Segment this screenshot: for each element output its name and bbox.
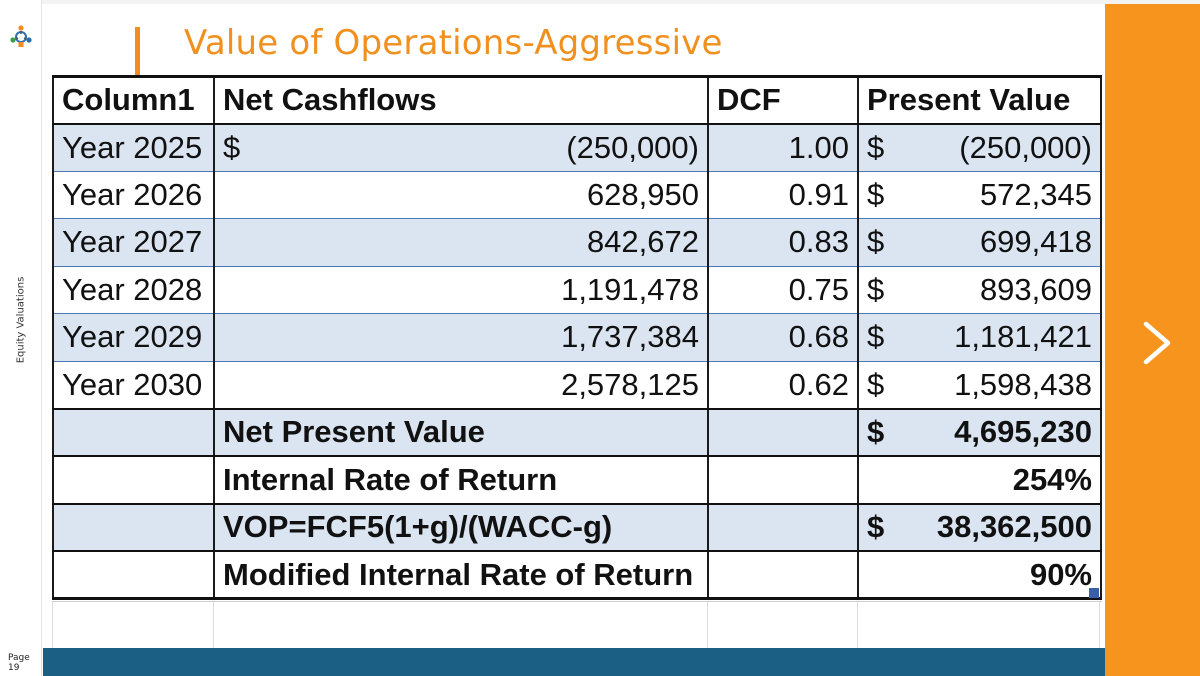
present-value-value: 1,181,421 [954, 319, 1092, 355]
table-row: Year 2025 $ (250,000) 1.00 $ (250,000) [52, 123, 1102, 172]
empty-cell [52, 551, 215, 600]
header-dcf: DCF [707, 75, 859, 125]
empty-cell [707, 503, 859, 552]
year-label: Year 2026 [52, 171, 215, 219]
present-value-cell: $1,598,438 [857, 361, 1102, 410]
year-label: Year 2027 [52, 218, 215, 267]
vertical-section-label: Equity Valuations [15, 276, 27, 364]
dcf-value: 0.91 [707, 171, 859, 219]
dcf-value: 0.68 [707, 313, 859, 362]
summary-value: 254% [1012, 461, 1092, 497]
right-nav-panel [1105, 4, 1200, 676]
empty-cell [707, 408, 859, 457]
currency-symbol: $ [867, 414, 885, 450]
net-cashflow-cell: 628,950 [213, 171, 709, 219]
net-cashflow-cell: 2,578,125 [213, 361, 709, 410]
currency-symbol: $ [867, 319, 885, 355]
net-cashflow-value: 842,672 [586, 224, 699, 260]
net-cashflow-value: 628,950 [586, 176, 699, 212]
year-label: Year 2029 [52, 313, 215, 362]
table-resize-handle[interactable] [1089, 588, 1099, 598]
dcf-value: 0.62 [707, 361, 859, 410]
net-cashflow-value: 2,578,125 [561, 366, 699, 402]
currency-symbol: $ [867, 129, 885, 165]
empty-cell [707, 456, 859, 505]
net-cashflow-cell: 842,672 [213, 218, 709, 267]
dcf-value: 0.75 [707, 266, 859, 314]
page-number: Page 19 [8, 653, 30, 673]
present-value-cell: $572,345 [857, 171, 1102, 219]
present-value-cell: 254% [857, 456, 1102, 505]
currency-symbol: $ [867, 271, 885, 307]
grid-line [707, 602, 708, 649]
logo-icon [10, 25, 32, 47]
bottom-footer-bar [43, 648, 1105, 676]
summary-row: VOP=FCF5(1+g)/(WACC-g) $38,362,500 [52, 503, 1102, 552]
present-value-cell: 90% [857, 551, 1102, 600]
currency-symbol: $ [867, 224, 885, 260]
empty-cell [52, 503, 215, 552]
table-header-row: Column1 Net Cashflows DCF Present Value [52, 75, 1102, 125]
net-cashflow-cell: 1,191,478 [213, 266, 709, 314]
present-value-value: 1,598,438 [954, 366, 1092, 402]
present-value-cell: $38,362,500 [857, 503, 1102, 552]
net-cashflow-cell: $ (250,000) [213, 123, 709, 172]
table-row: Year 2026 628,950 0.91 $572,345 [52, 171, 1102, 219]
net-cashflow-value: 1,191,478 [561, 271, 699, 307]
valuation-table: Column1 Net Cashflows DCF Present Value … [52, 75, 1102, 600]
table-row: Year 2027 842,672 0.83 $699,418 [52, 218, 1102, 267]
summary-label: Net Present Value [213, 408, 709, 457]
empty-cell [52, 408, 215, 457]
present-value-cell: $699,418 [857, 218, 1102, 267]
year-label: Year 2030 [52, 361, 215, 410]
grid-line [857, 602, 858, 649]
title-accent-bar [135, 27, 140, 75]
summary-row: Net Present Value $4,695,230 [52, 408, 1102, 457]
dcf-value: 1.00 [707, 123, 859, 172]
present-value-value: 893,609 [979, 271, 1092, 307]
table-row: Year 2030 2,578,125 0.62 $1,598,438 [52, 361, 1102, 410]
header-present-value: Present Value [857, 75, 1102, 125]
net-cashflow-cell: 1,737,384 [213, 313, 709, 362]
summary-value: 38,362,500 [936, 509, 1092, 545]
header-column1: Column1 [52, 75, 215, 125]
table-row: Year 2029 1,737,384 0.68 $1,181,421 [52, 313, 1102, 362]
present-value-cell: $893,609 [857, 266, 1102, 314]
present-value-value: 699,418 [979, 224, 1092, 260]
present-value-value: (250,000) [959, 129, 1092, 165]
summary-value: 90% [1029, 556, 1092, 592]
dcf-value: 0.83 [707, 218, 859, 267]
currency-symbol: $ [867, 509, 885, 545]
currency-symbol: $ [867, 366, 885, 402]
present-value-value: 572,345 [979, 176, 1092, 212]
grid-line [52, 602, 53, 649]
empty-grid-row [52, 601, 1102, 649]
chevron-right-icon[interactable] [1138, 318, 1178, 368]
year-label: Year 2025 [52, 123, 215, 172]
table-row: Year 2028 1,191,478 0.75 $893,609 [52, 266, 1102, 314]
slide-title: Value of Operations-Aggressive [184, 23, 723, 63]
summary-label: Internal Rate of Return [213, 456, 709, 505]
net-cashflow-value: 1,737,384 [561, 319, 699, 355]
currency-symbol: $ [223, 129, 241, 165]
header-net-cashflows: Net Cashflows [213, 75, 709, 125]
summary-value: 4,695,230 [954, 414, 1092, 450]
currency-symbol: $ [867, 176, 885, 212]
summary-label: Modified Internal Rate of Return [213, 551, 709, 600]
empty-cell [52, 456, 215, 505]
summary-label: VOP=FCF5(1+g)/(WACC-g) [213, 503, 709, 552]
summary-row: Internal Rate of Return 254% [52, 456, 1102, 505]
present-value-cell: $4,695,230 [857, 408, 1102, 457]
empty-cell [707, 551, 859, 600]
slide-gutter: Equity Valuations Page 19 [0, 0, 42, 676]
year-label: Year 2028 [52, 266, 215, 314]
present-value-cell: $ (250,000) [857, 123, 1102, 172]
grid-line [1099, 602, 1100, 649]
net-cashflow-value: (250,000) [566, 129, 699, 165]
summary-row: Modified Internal Rate of Return 90% [52, 551, 1102, 600]
present-value-cell: $1,181,421 [857, 313, 1102, 362]
top-border [0, 0, 1200, 4]
grid-line [213, 602, 214, 649]
